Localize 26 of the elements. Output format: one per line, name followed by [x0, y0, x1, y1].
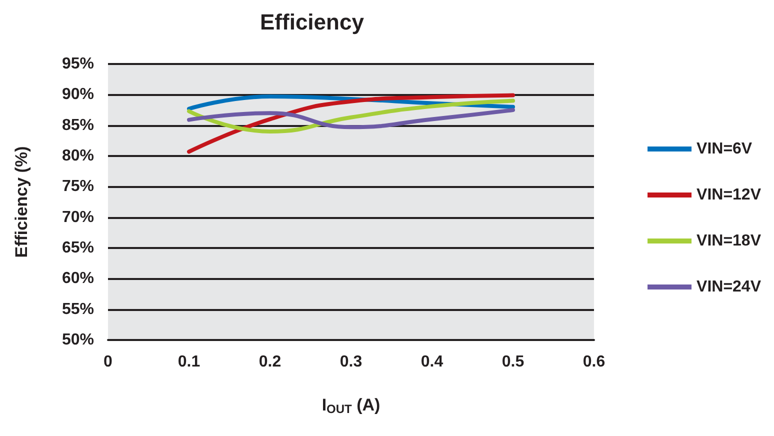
- y-tick-label: 70%: [62, 208, 94, 226]
- x-tick-label: 0.4: [420, 354, 444, 370]
- x-tick-label: 0: [104, 354, 113, 370]
- chart-title: Efficiency: [260, 10, 365, 34]
- x-tick-label: 0.6: [582, 354, 606, 370]
- y-tick-label: 90%: [62, 86, 94, 104]
- legend-label: VIN=12V: [696, 186, 762, 204]
- y-tick-label: 60%: [62, 270, 94, 288]
- legend-label: VIN=18V: [696, 232, 762, 250]
- y-tick-label: 75%: [62, 178, 94, 196]
- y-tick-label: 95%: [62, 56, 94, 72]
- x-tick-label: 0.5: [502, 354, 524, 370]
- line-series: [187, 93, 515, 154]
- y-tick-label: 50%: [62, 332, 94, 348]
- y-axis-title: Efficiency (%): [12, 146, 31, 258]
- y-tick-label: 55%: [62, 300, 94, 318]
- x-tick-label: 0.3: [340, 354, 362, 370]
- line-series: [187, 98, 515, 134]
- y-tick-label: 65%: [62, 240, 94, 256]
- legend-label: VIN=24V: [696, 278, 762, 296]
- x-tick-label: 0.2: [258, 354, 282, 370]
- legend-label: VIN=6V: [696, 140, 752, 158]
- x-tick-label: 0.1: [178, 354, 200, 370]
- y-tick-label: 85%: [62, 116, 94, 134]
- line-series: [187, 108, 515, 130]
- y-tick-label: 80%: [62, 148, 94, 164]
